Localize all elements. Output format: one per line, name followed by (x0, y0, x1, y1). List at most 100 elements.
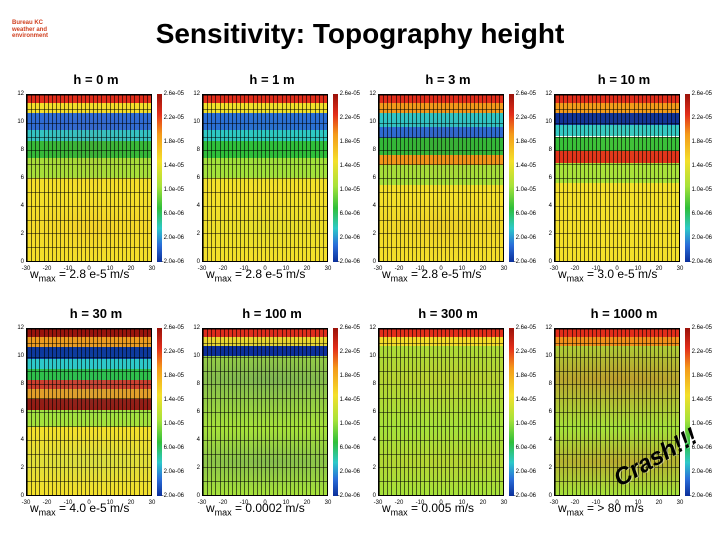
gridline-h (27, 426, 151, 427)
gridline-h (555, 481, 679, 482)
colorbar-tick-label: 2.0e-06 (340, 235, 360, 241)
gridline-v (679, 329, 680, 495)
gridline-h (27, 123, 151, 124)
gridline-h (379, 192, 503, 193)
gridline-h (379, 109, 503, 110)
gridline-h (379, 412, 503, 413)
y-tick-label: 10 (362, 353, 376, 359)
colorbar-tick-label: 2.6e-05 (340, 325, 360, 331)
gridline-h (379, 206, 503, 207)
y-tick-label: 2 (362, 231, 376, 237)
gridline-h (27, 371, 151, 372)
page-title: Sensitivity: Topography height (0, 18, 720, 50)
panel-title: h = 100 m (186, 306, 358, 321)
colorbar (509, 328, 514, 496)
gridline-h (203, 178, 327, 179)
y-tick-label: 12 (186, 325, 200, 331)
colorbar-tick-label: 1.8e-05 (340, 373, 360, 379)
y-tick-label: 10 (186, 353, 200, 359)
gridline-h (379, 261, 503, 262)
gridline-v (327, 95, 328, 261)
gridline-h (203, 192, 327, 193)
gridline-h (203, 95, 327, 96)
y-tick-label: 0 (10, 493, 24, 499)
gridline-v (503, 95, 504, 261)
y-tick-label: 0 (186, 493, 200, 499)
wmax-label: wmax = 2.8 e-5 m/s (202, 267, 328, 283)
y-tick-label: 0 (186, 259, 200, 265)
colorbar-tick-label: 1.4e-05 (164, 163, 184, 169)
colorbar-gradient (685, 94, 690, 262)
gridline-h (379, 150, 503, 151)
y-tick-label: 2 (10, 231, 24, 237)
wmax-label: wmax = 3.0 e-5 m/s (554, 267, 680, 283)
panel-title: h = 30 m (10, 306, 182, 321)
colorbar-tick-label: 2.6e-05 (692, 325, 712, 331)
colorbar-tick-label: 6.0e-06 (516, 211, 536, 217)
gridline-h (203, 329, 327, 330)
y-tick-label: 10 (10, 119, 24, 125)
colorbar-tick-label: 2.0e-06 (164, 469, 184, 475)
colorbar-tick-label: 1.0e-05 (516, 187, 536, 193)
y-tick-label: 6 (538, 409, 552, 415)
gridline-h (555, 123, 679, 124)
gridline-h (27, 247, 151, 248)
gridline-h (379, 178, 503, 179)
gridline-h (379, 164, 503, 165)
y-tick-label: 12 (10, 325, 24, 331)
colorbar-tick-label: 6.0e-06 (692, 445, 712, 451)
gridline-h (27, 192, 151, 193)
gridline-h (555, 261, 679, 262)
colorbar-gradient (685, 328, 690, 496)
colorbar-tick-label: 2.0e-06 (692, 235, 712, 241)
colorbar-tick-label: 1.4e-05 (164, 397, 184, 403)
y-tick-label: 8 (538, 381, 552, 387)
y-tick-label: 2 (186, 465, 200, 471)
gridline-h (555, 343, 679, 344)
colorbar-tick-label: -2.0e-06 (514, 493, 536, 499)
gridline-h (555, 137, 679, 138)
gridline-h (379, 123, 503, 124)
gridline-h (379, 343, 503, 344)
gridline-h (555, 426, 679, 427)
gridline-h (203, 343, 327, 344)
colorbar-tick-label: 2.2e-05 (340, 349, 360, 355)
gridline-h (27, 109, 151, 110)
panel-title: h = 3 m (362, 72, 534, 87)
colorbar-tick-label: 6.0e-06 (516, 445, 536, 451)
panel-title: h = 0 m (10, 72, 182, 87)
wmax-label: wmax = 0.0002 m/s (202, 501, 328, 517)
colorbar-tick-label: 1.0e-05 (164, 187, 184, 193)
gridline-h (555, 384, 679, 385)
heatmap (554, 328, 680, 496)
colorbar-tick-label: 1.8e-05 (692, 139, 712, 145)
gridline-h (27, 261, 151, 262)
colorbar (333, 94, 338, 262)
gridline-v (503, 329, 504, 495)
heatmap (378, 94, 504, 262)
y-tick-label: 12 (538, 91, 552, 97)
y-tick-label: 8 (10, 381, 24, 387)
gridline-h (555, 95, 679, 96)
gridline-h (203, 261, 327, 262)
colorbar-tick-label: 1.4e-05 (692, 397, 712, 403)
colorbar-tick-label: 1.8e-05 (164, 373, 184, 379)
gridline-h (203, 247, 327, 248)
gridline-h (379, 137, 503, 138)
heatmap (202, 328, 328, 496)
colorbar-tick-label: 2.2e-05 (516, 115, 536, 121)
y-tick-label: 4 (362, 203, 376, 209)
gridline-h (555, 164, 679, 165)
colorbar-gradient (333, 328, 338, 496)
gridline-h (203, 109, 327, 110)
wmax-label: wmax = 4.0 e-5 m/s (26, 501, 152, 517)
colorbar-tick-label: 1.8e-05 (692, 373, 712, 379)
colorbar-tick-label: 1.8e-05 (516, 373, 536, 379)
colorbar-tick-label: 2.2e-05 (692, 115, 712, 121)
gridline-h (379, 233, 503, 234)
y-tick-label: 8 (538, 147, 552, 153)
gridline-h (27, 495, 151, 496)
y-tick-label: 10 (538, 353, 552, 359)
wmax-label: wmax = 2.8 e-5 m/s (378, 267, 504, 283)
gridline-h (555, 206, 679, 207)
